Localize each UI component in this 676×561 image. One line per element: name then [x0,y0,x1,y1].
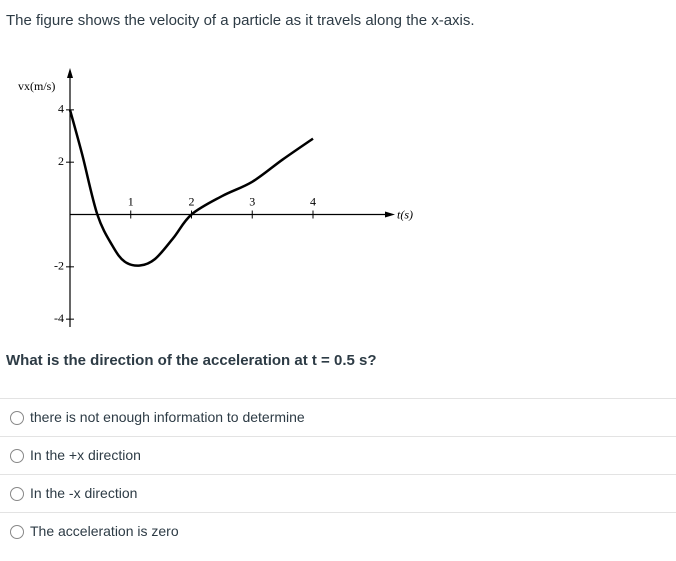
y-axis-label: vx(m/s) [18,79,55,93]
x-tick-label: 4 [310,194,316,208]
x-tick-label: 3 [249,194,255,208]
option[interactable]: there is not enough information to deter… [0,398,676,437]
y-axis-arrow [67,68,73,78]
y-tick-label: -2 [54,259,64,273]
option[interactable]: In the -x direction [0,474,676,513]
radio-button[interactable] [10,449,24,463]
radio-button[interactable] [10,525,24,539]
radio-button[interactable] [10,411,24,425]
option-text: The acceleration is zero [30,523,179,539]
option[interactable]: The acceleration is zero [0,512,676,551]
velocity-curve [68,109,314,267]
option[interactable]: In the +x direction [0,436,676,475]
y-tick-label: 2 [58,154,64,168]
x-tick-label: 1 [128,194,134,208]
x-axis-label: t(s) [397,207,413,221]
option-text: In the -x direction [30,485,138,501]
option-text: there is not enough information to deter… [30,409,305,425]
y-tick-label: -4 [54,311,64,325]
velocity-chart: t(s) vx(m/s) 1 2 3 4 -4 -2 2 4 [18,68,413,327]
radio-button[interactable] [10,487,24,501]
x-tick-label: 2 [188,194,194,208]
prompt: The figure shows the velocity of a parti… [6,12,475,29]
y-tick-label: 4 [58,102,64,116]
question: What is the direction of the acceleratio… [6,352,377,369]
x-axis-arrow [385,211,395,218]
option-text: In the +x direction [30,447,141,463]
